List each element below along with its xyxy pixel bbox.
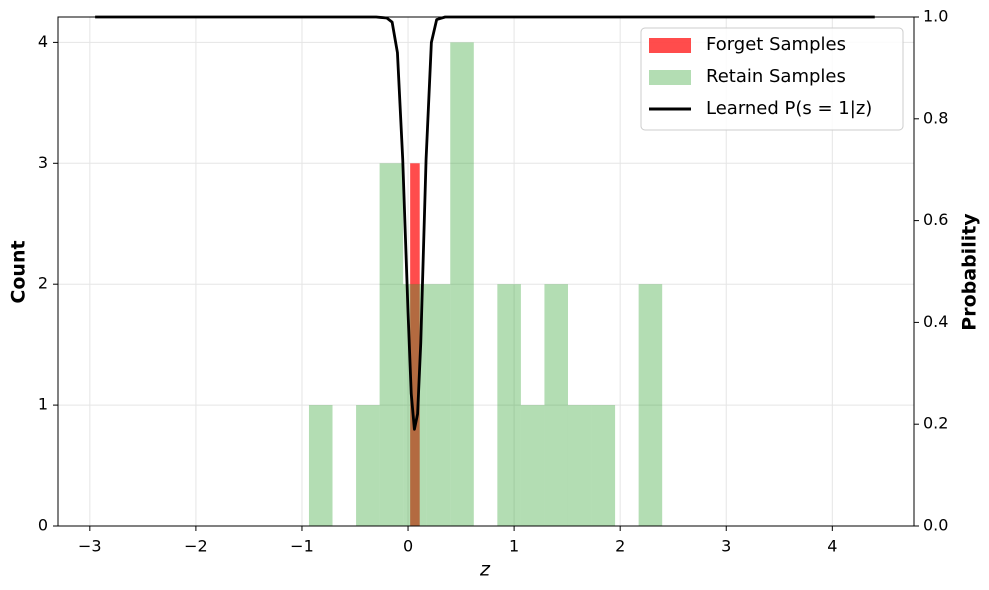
histogram-bar [308,405,333,526]
y2-tick-label: 0.2 [923,414,948,433]
legend-label: Learned P(s = 1|z) [706,98,872,119]
x-tick-label: −3 [78,537,102,556]
y2-axis-label: Probability [959,213,981,331]
x-tick-label: 0 [403,537,413,556]
x-tick-label: 4 [827,537,837,556]
y-tick-label: 0 [38,516,48,535]
histogram-bar [379,163,404,526]
probability-line [95,15,875,431]
histogram-bar [426,284,451,526]
y2-tick-label: 0.0 [923,516,948,535]
histogram-bar [638,284,663,526]
y-tick-label: 2 [38,274,48,293]
x-tick-label: −1 [290,537,314,556]
legend-label: Forget Samples [706,34,846,55]
y-tick-label: 4 [38,32,48,51]
y2-tick-label: 1.0 [923,7,948,26]
y-axis-label: Count [8,240,30,303]
legend-swatch [649,38,691,53]
legend-box [640,27,904,131]
histogram-bar [497,284,521,526]
legend-label: Retain Samples [706,66,846,87]
histogram-bar [591,405,616,526]
x-tick-label: 1 [509,537,519,556]
plot-frame [57,16,915,527]
y-tick-label: 1 [38,395,48,414]
x-axis-label: z [479,559,491,581]
histogram-bar [567,405,592,526]
x-tick-label: 2 [615,537,625,556]
x-tick-label: 3 [721,537,731,556]
legend-swatch [649,70,691,85]
y-tick-label: 3 [38,153,48,172]
y2-tick-label: 0.6 [923,210,948,229]
histogram-bar [410,163,420,526]
histogram-bar [520,405,545,526]
histogram-bar [450,42,474,526]
histogram-bar [544,284,568,526]
histogram-bar [403,284,427,526]
y2-tick-label: 0.4 [923,312,948,331]
y2-tick-label: 0.8 [923,108,948,127]
x-tick-label: −2 [184,537,208,556]
histogram-bar [356,405,380,526]
